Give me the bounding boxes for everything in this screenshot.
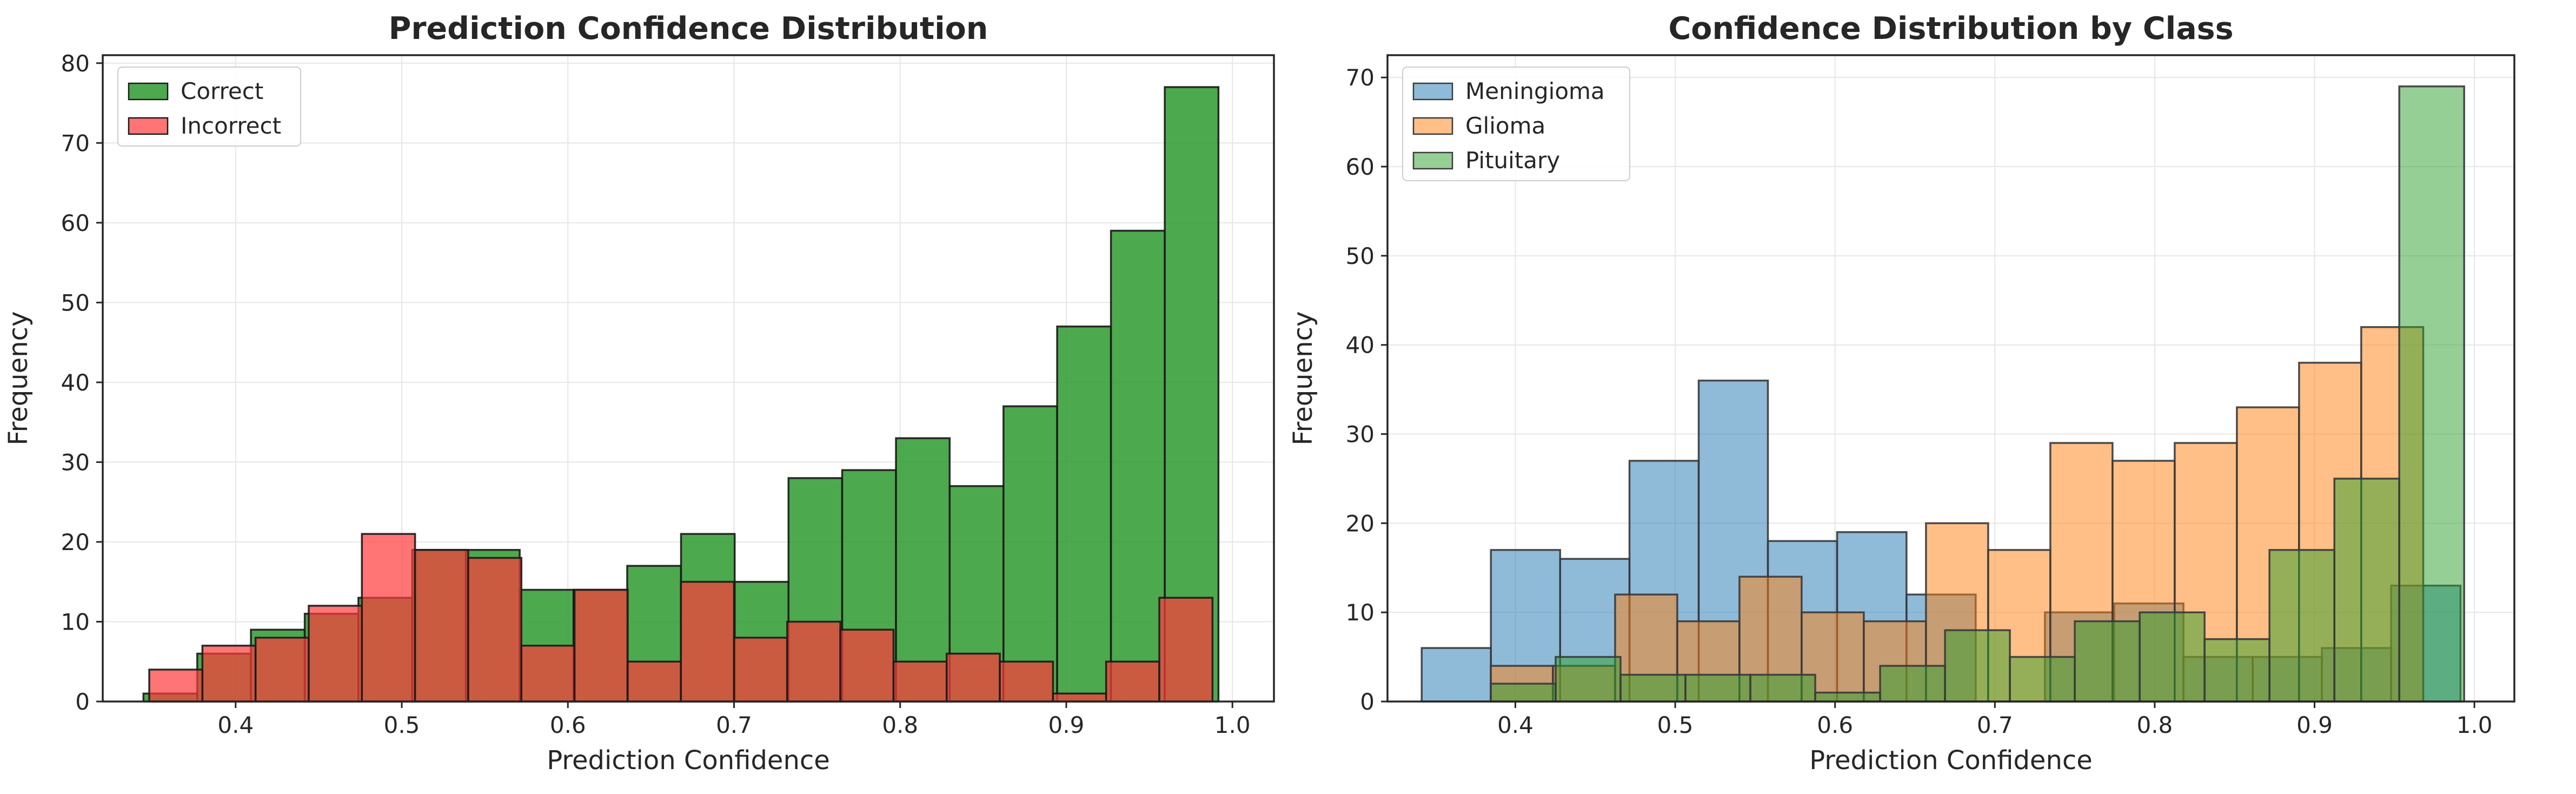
x-tick-label: 0.8 <box>882 712 918 738</box>
bar <box>680 580 735 703</box>
y-tick-label: 50 <box>61 289 90 316</box>
bar <box>1490 683 1557 703</box>
bar <box>308 605 363 703</box>
y-tick-label: 50 <box>1346 243 1375 269</box>
bar <box>520 644 576 703</box>
bar <box>2139 611 2206 703</box>
chart-title: Prediction Confidence Distribution <box>389 11 988 47</box>
legend-label: Glioma <box>1465 113 1545 139</box>
axes-frame <box>1386 54 2515 703</box>
legend: Meningioma Glioma Pituitary <box>1402 67 1630 181</box>
bar <box>148 669 204 703</box>
x-tick-label: 1.0 <box>2457 712 2493 738</box>
bar <box>2203 638 2270 703</box>
x-tick-label: 1.0 <box>1214 712 1251 738</box>
legend-label: Meningioma <box>1465 78 1605 104</box>
legend-swatch <box>128 117 169 135</box>
bar <box>1814 691 1881 703</box>
bar <box>573 588 629 703</box>
y-tick-label: 40 <box>1346 332 1375 359</box>
legend-box <box>1402 67 1630 181</box>
bar <box>627 660 682 703</box>
bar <box>201 644 257 703</box>
y-axis-label: Frequency <box>1288 312 1318 446</box>
x-tick-label: 0.4 <box>217 712 254 738</box>
x-tick-label: 0.6 <box>1817 712 1853 738</box>
bar <box>839 628 895 703</box>
bar <box>999 660 1054 703</box>
y-tick-label: 80 <box>61 50 90 77</box>
bar <box>1749 673 1816 703</box>
x-axis-label: Prediction Confidence <box>547 745 830 776</box>
y-tick-label: 30 <box>1346 421 1375 448</box>
legend-label: Pituitary <box>1465 147 1560 174</box>
bar <box>2009 656 2076 703</box>
bar <box>1619 673 1687 703</box>
y-tick-label: 0 <box>1360 689 1375 715</box>
bar <box>1420 647 1492 703</box>
bar <box>2333 478 2400 703</box>
x-tick-label: 0.6 <box>550 712 586 738</box>
bar <box>892 660 948 703</box>
x-tick-label: 0.4 <box>1497 712 1533 738</box>
bar <box>1105 660 1160 703</box>
bar <box>467 557 522 703</box>
legend-swatch <box>1412 117 1453 135</box>
bar <box>1555 656 1622 703</box>
bar <box>2268 549 2335 703</box>
x-tick-label: 0.7 <box>716 712 752 738</box>
legend-label: Correct <box>181 78 263 104</box>
x-tick-label: 0.9 <box>1048 712 1085 738</box>
y-tick-label: 20 <box>61 529 90 555</box>
y-tick-label: 40 <box>61 369 90 396</box>
y-tick-label: 70 <box>1346 64 1375 91</box>
chart-panel-2: 0.4 0.5 0.6 0.7 0.8 0.9 1.0 0 10 20 30 40 50 60 70 Conf… <box>1288 11 2515 776</box>
bar <box>2074 620 2141 703</box>
bar <box>1052 692 1107 703</box>
y-axis-label: Frequency <box>3 312 34 446</box>
bar <box>1158 597 1214 703</box>
series-pituitary <box>1490 85 2465 703</box>
y-tick-label: 70 <box>61 130 90 156</box>
bar <box>1002 405 1058 703</box>
legend-swatch <box>1412 151 1453 170</box>
x-tick-label: 0.7 <box>1977 712 2013 738</box>
chart-panel-1: 0.4 0.5 0.6 0.7 0.8 0.9 1.0 0 10 20 30 40 50 60 70 80 Pr… <box>3 11 1275 776</box>
y-tick-label: 10 <box>61 608 90 635</box>
bar <box>1801 611 1865 703</box>
y-tick-label: 0 <box>75 689 90 715</box>
legend-label: Incorrect <box>181 113 281 139</box>
y-tick-label: 60 <box>1346 154 1375 180</box>
x-tick-label: 0.8 <box>2136 712 2173 738</box>
y-tick-label: 10 <box>1346 599 1375 626</box>
bar <box>1110 229 1166 703</box>
bar <box>895 437 951 703</box>
bar <box>2398 85 2465 703</box>
bar <box>1944 629 2011 703</box>
bar <box>361 533 416 703</box>
axes-frame <box>102 54 1275 703</box>
bar <box>945 652 1001 703</box>
x-tick-label: 0.5 <box>1657 712 1694 738</box>
chart-title: Confidence Distribution by Class <box>1668 11 2233 47</box>
bar <box>414 548 469 703</box>
x-tick-label: 0.9 <box>2296 712 2333 738</box>
bar <box>733 637 788 703</box>
legend: Correct Incorrect <box>117 67 301 147</box>
bar <box>1684 673 1751 703</box>
x-tick-label: 0.5 <box>384 712 420 738</box>
bar <box>254 637 310 703</box>
y-tick-label: 30 <box>61 449 90 475</box>
bar <box>786 620 841 703</box>
bar <box>1056 325 1112 703</box>
y-tick-label: 20 <box>1346 510 1375 537</box>
legend-swatch <box>1412 82 1453 101</box>
y-tick-label: 60 <box>61 210 90 236</box>
bar <box>1879 665 1946 703</box>
x-axis-label: Prediction Confidence <box>1809 745 2093 776</box>
legend-swatch <box>128 82 169 101</box>
